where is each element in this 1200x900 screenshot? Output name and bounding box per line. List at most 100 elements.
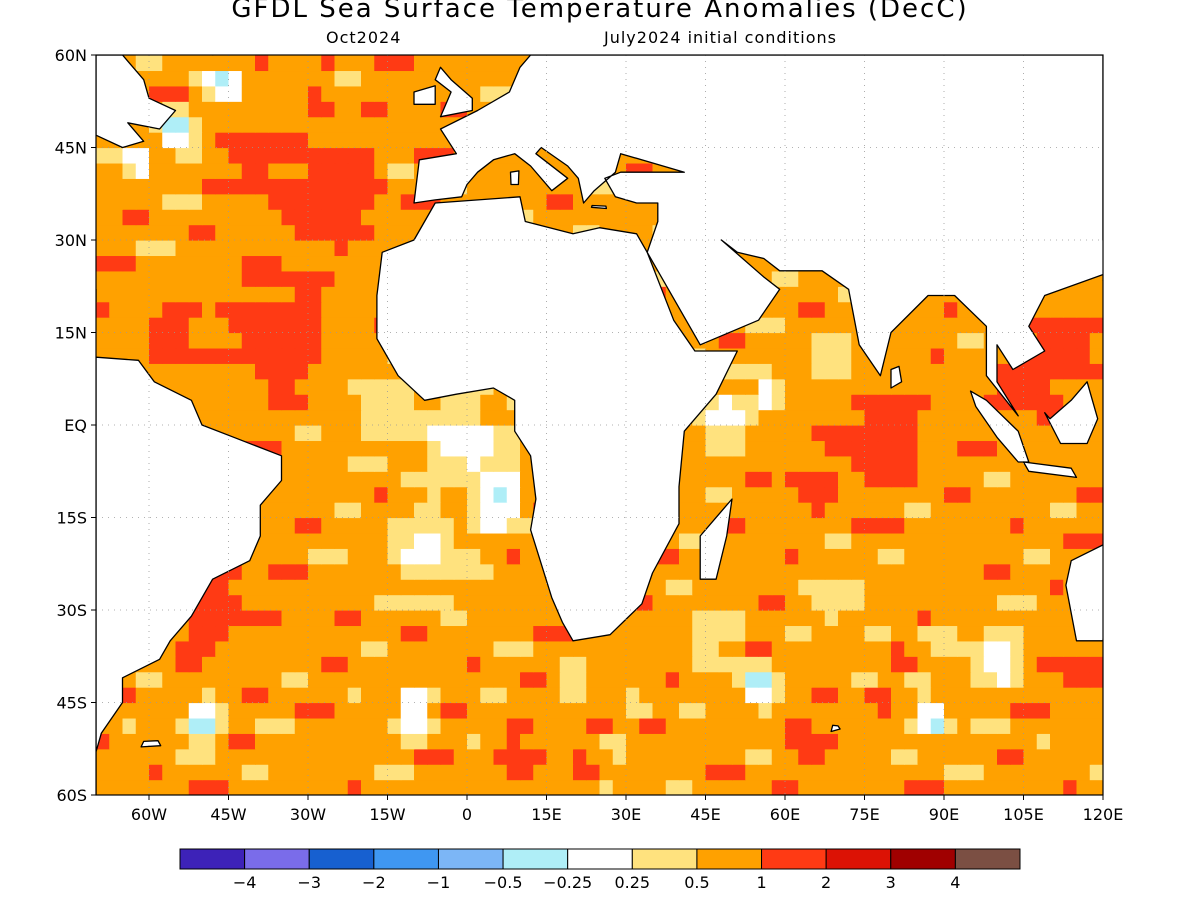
anomaly-cell	[387, 409, 402, 426]
anomaly-cell	[175, 717, 190, 734]
anomaly-cell	[188, 240, 203, 257]
anomaly-cell	[215, 640, 230, 657]
anomaly-cell	[771, 502, 786, 519]
anomaly-cell	[294, 532, 309, 549]
anomaly-cell	[268, 132, 283, 149]
anomaly-cell	[268, 625, 283, 642]
anomaly-cell	[1023, 517, 1038, 534]
anomaly-cell	[1050, 548, 1064, 565]
anomaly-cell	[811, 440, 826, 457]
anomaly-cell	[347, 147, 362, 164]
anomaly-cell	[904, 671, 919, 688]
anomaly-cell	[930, 471, 945, 488]
anomaly-cell	[904, 702, 919, 719]
anomaly-cell	[1036, 532, 1051, 549]
anomaly-cell	[506, 455, 521, 472]
anomaly-cell	[453, 748, 468, 765]
anomaly-cell	[1089, 347, 1103, 364]
anomaly-cell	[294, 301, 309, 318]
anomaly-cell	[347, 579, 362, 596]
anomaly-cell	[374, 502, 389, 519]
anomaly-cell	[1063, 717, 1078, 734]
anomaly-cell	[877, 702, 892, 719]
anomaly-cell	[215, 671, 230, 688]
anomaly-cell	[427, 455, 442, 472]
anomaly-cell	[652, 764, 667, 781]
anomaly-cell	[877, 640, 892, 657]
anomaly-cell	[997, 455, 1011, 472]
anomaly-cell	[241, 594, 256, 611]
colorbar-label: −2	[362, 873, 386, 892]
anomaly-cell	[241, 332, 256, 349]
anomaly-cell	[771, 471, 786, 488]
anomaly-cell	[877, 748, 892, 765]
anomaly-cell	[506, 594, 521, 611]
anomaly-cell	[692, 455, 707, 472]
anomaly-cell	[798, 610, 813, 627]
anomaly-cell	[824, 748, 839, 765]
anomaly-cell	[215, 625, 230, 642]
anomaly-cell	[798, 378, 813, 395]
anomaly-cell	[321, 486, 336, 503]
anomaly-cell	[162, 270, 177, 287]
anomaly-cell	[281, 255, 296, 272]
anomaly-cell	[361, 224, 375, 241]
anomaly-cell	[612, 702, 627, 719]
anomaly-cell	[1063, 625, 1078, 642]
anomaly-cell	[347, 394, 362, 411]
anomaly-cell	[334, 717, 349, 734]
anomaly-cell	[758, 517, 773, 534]
lat-tick-label: 15N	[55, 324, 87, 343]
anomaly-cell	[294, 471, 309, 488]
anomaly-cell	[612, 671, 627, 688]
anomaly-cell	[255, 748, 269, 765]
anomaly-cell	[732, 378, 746, 395]
anomaly-cell	[705, 687, 720, 704]
anomaly-cell	[811, 548, 826, 565]
anomaly-cell	[1076, 517, 1091, 534]
anomaly-cell	[188, 85, 203, 102]
anomaly-cell	[997, 625, 1011, 642]
anomaly-cell	[1010, 517, 1025, 534]
anomaly-cell	[162, 717, 177, 734]
colorbar-label: −0.5	[484, 873, 523, 892]
anomaly-cell	[453, 532, 468, 549]
anomaly-cell	[334, 610, 349, 627]
anomaly-cell	[970, 764, 985, 781]
anomaly-cell	[732, 363, 746, 380]
anomaly-cell	[109, 270, 124, 287]
anomaly-cell	[732, 610, 746, 627]
anomaly-cell	[891, 687, 905, 704]
anomaly-cell	[453, 517, 468, 534]
anomaly-cell	[997, 733, 1011, 750]
anomaly-cell	[944, 317, 958, 334]
anomaly-cell	[228, 332, 243, 349]
anomaly-cell	[692, 502, 707, 519]
anomaly-cell	[944, 548, 958, 565]
anomaly-cell	[202, 640, 216, 657]
anomaly-cell	[294, 178, 309, 195]
anomaly-cell	[533, 640, 548, 657]
anomaly-cell	[188, 640, 203, 657]
anomaly-cell	[400, 625, 415, 642]
colorbar-swatch	[567, 848, 633, 870]
anomaly-cell	[122, 286, 137, 303]
anomaly-cell	[1036, 548, 1051, 565]
anomaly-cell	[321, 332, 336, 349]
anomaly-cell	[732, 517, 746, 534]
anomaly-cell	[864, 687, 879, 704]
anomaly-cell	[334, 486, 349, 503]
anomaly-cell	[440, 579, 455, 596]
anomaly-cell	[652, 733, 667, 750]
anomaly-cell	[771, 532, 786, 549]
anomaly-cell	[957, 671, 972, 688]
anomaly-cell	[427, 409, 442, 426]
anomaly-cell	[983, 764, 998, 781]
anomaly-cell	[864, 764, 879, 781]
anomaly-cell	[798, 455, 813, 472]
anomaly-cell	[427, 425, 442, 442]
anomaly-cell	[785, 409, 799, 426]
anomaly-cell	[1010, 717, 1025, 734]
anomaly-cell	[811, 270, 826, 287]
anomaly-cell	[957, 748, 972, 765]
